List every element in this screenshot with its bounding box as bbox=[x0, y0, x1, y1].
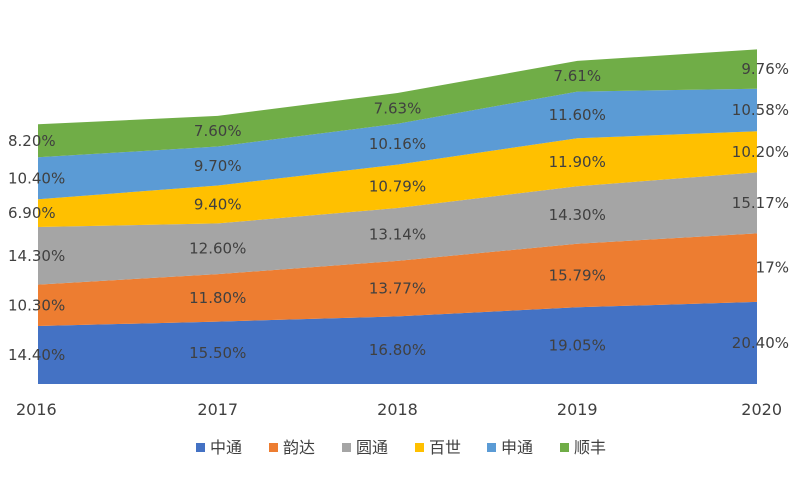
legend-label: 韵达 bbox=[283, 438, 315, 457]
data-label: 7.63% bbox=[374, 99, 422, 117]
data-label: 6.90% bbox=[8, 204, 56, 222]
data-label: 13.14% bbox=[369, 225, 426, 243]
data-label: 11.60% bbox=[549, 106, 606, 124]
data-label: 17% bbox=[756, 259, 789, 277]
data-label: 10.30% bbox=[8, 296, 65, 314]
data-label: 10.16% bbox=[369, 135, 426, 153]
area-series-1 bbox=[38, 301, 757, 384]
data-label: 14.30% bbox=[549, 206, 606, 224]
legend-label: 百世 bbox=[429, 438, 461, 457]
data-label: 15.50% bbox=[189, 344, 246, 362]
data-label: 7.61% bbox=[553, 67, 601, 85]
data-label: 9.76% bbox=[741, 60, 789, 78]
data-label: 11.80% bbox=[189, 289, 246, 307]
x-tick-label: 2017 bbox=[197, 400, 238, 419]
area-series-2 bbox=[38, 233, 757, 326]
data-label: 19.05% bbox=[549, 337, 606, 355]
legend-label: 圆通 bbox=[356, 438, 388, 457]
legend-swatch bbox=[487, 443, 496, 452]
data-label: 9.40% bbox=[194, 195, 242, 213]
area-series-4 bbox=[38, 131, 757, 227]
data-label: 20.40% bbox=[732, 334, 789, 352]
area-series-5 bbox=[38, 88, 757, 200]
x-tick-label: 2020 bbox=[741, 400, 782, 419]
x-axis-tick-labels: 2016 2017 2018 2019 2020 bbox=[16, 400, 782, 419]
legend: 中通 韵达 圆通 百世 申通 顺丰 bbox=[196, 438, 606, 457]
data-label: 7.60% bbox=[194, 122, 242, 140]
data-label: 16.80% bbox=[369, 341, 426, 359]
legend-swatch bbox=[269, 443, 278, 452]
data-label: 10.40% bbox=[8, 169, 65, 187]
data-label: 15.17% bbox=[732, 194, 789, 212]
data-label: 10.79% bbox=[369, 177, 426, 195]
legend-swatch bbox=[415, 443, 424, 452]
data-labels: 14.40% 15.50% 16.80% 19.05% 20.40% 10.30% 11.8… bbox=[8, 60, 789, 364]
data-label: 10.20% bbox=[732, 143, 789, 161]
data-label: 10.58% bbox=[732, 101, 789, 119]
area-series-6 bbox=[38, 49, 757, 158]
x-tick-label: 2018 bbox=[377, 400, 418, 419]
data-label: 14.40% bbox=[8, 346, 65, 364]
legend-label: 中通 bbox=[210, 438, 242, 457]
data-label: 11.90% bbox=[549, 153, 606, 171]
data-label: 13.77% bbox=[369, 280, 426, 298]
data-label: 9.70% bbox=[194, 157, 242, 175]
x-tick-label: 2016 bbox=[16, 400, 57, 419]
legend-label: 顺丰 bbox=[574, 438, 606, 457]
data-label: 12.60% bbox=[189, 240, 246, 258]
legend-label: 申通 bbox=[501, 438, 533, 457]
data-label: 14.30% bbox=[8, 247, 65, 265]
legend-swatch bbox=[342, 443, 351, 452]
data-label: 8.20% bbox=[8, 132, 56, 150]
area-series-3 bbox=[38, 172, 757, 285]
data-label: 15.79% bbox=[549, 267, 606, 285]
series-areas bbox=[38, 49, 757, 384]
legend-swatch bbox=[560, 443, 569, 452]
legend-swatch bbox=[196, 443, 205, 452]
x-tick-label: 2019 bbox=[557, 400, 598, 419]
